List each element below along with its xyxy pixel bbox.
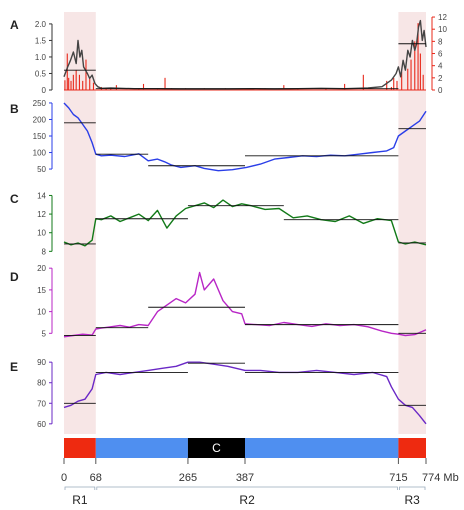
panel-e-y-tick-label: 80 <box>37 379 46 388</box>
chromosome-segment <box>398 438 426 458</box>
panel-b-y-tick-label: 150 <box>33 132 47 141</box>
panel-c-y-tick-label: 10 <box>37 229 46 238</box>
region-label-r1: R1 <box>72 493 88 507</box>
panel-c-y-tick-label: 8 <box>42 247 47 256</box>
panel-b-y-tick-label: 100 <box>33 149 47 158</box>
panel-a-series-line <box>63 19 427 90</box>
panel-d-series-line <box>63 271 427 338</box>
panel-d-y-tick-label: 5 <box>42 329 47 338</box>
region-bracket <box>64 486 96 490</box>
panel-a-y-tick-label: 2.0 <box>35 20 47 29</box>
panel-a-right-tick-label: 6 <box>438 50 443 59</box>
panel-c-series-line <box>63 199 427 247</box>
panel-a-y-tick-label: 0 <box>42 86 47 95</box>
x-tick-label: 774 Mb <box>422 472 459 484</box>
panel-b-y-tick-label: 200 <box>33 115 47 124</box>
panel-c-y-tick-label: 14 <box>37 191 46 200</box>
panel-d-y-tick-label: 20 <box>37 264 46 273</box>
panel-a-right-tick-label: 0 <box>438 86 443 95</box>
panel-a-y-tick-label: 1.0 <box>35 53 47 62</box>
panel-e-series-line <box>63 361 427 425</box>
panel-b-y-tick-label: 50 <box>37 165 46 174</box>
panel-a-right-tick-label: 10 <box>438 25 447 34</box>
chromosome-segment <box>64 438 96 458</box>
chromosome-segment <box>95 438 188 458</box>
region-bracket <box>399 486 426 490</box>
region-label-r2: R2 <box>239 493 255 507</box>
x-tick-label: 265 <box>179 472 197 484</box>
panel-e-y-tick-label: 70 <box>37 399 46 408</box>
panel-e-y-tick-label: 90 <box>37 358 46 367</box>
panel-a-right-tick-label: 8 <box>438 37 443 46</box>
panel-letter-b: B <box>10 102 19 116</box>
region-label-r3: R3 <box>405 493 421 507</box>
panel-c-y-tick-label: 12 <box>37 210 46 219</box>
x-tick-label: 387 <box>236 472 254 484</box>
chromosome-segment <box>187 438 245 458</box>
panel-letter-a: A <box>10 18 19 32</box>
centromere-label: C <box>212 441 221 455</box>
panel-b-series-line <box>63 102 427 172</box>
x-tick-label: 68 <box>90 472 102 484</box>
x-tick-label: 715 <box>389 472 407 484</box>
panel-letter-d: D <box>10 270 19 284</box>
panel-a-y-tick-label: 1.5 <box>35 36 47 45</box>
panel-e-y-tick-label: 60 <box>37 420 46 429</box>
panel-a-y-tick-label: 0.5 <box>35 69 47 78</box>
region-shade-r3 <box>398 12 426 434</box>
panel-a-right-tick-label: 2 <box>438 74 443 83</box>
panel-d-y-tick-label: 15 <box>37 286 46 295</box>
panel-a-right-tick-label: 4 <box>438 62 443 71</box>
panel-d-y-tick-label: 10 <box>37 308 46 317</box>
region-bracket <box>96 486 398 490</box>
panel-b-y-tick-label: 250 <box>33 99 47 108</box>
panel-a-right-tick-label: 12 <box>438 13 447 22</box>
x-tick-label: 0 <box>61 472 67 484</box>
chromosome-segment <box>245 438 399 458</box>
panel-letter-e: E <box>10 360 18 374</box>
panel-letter-c: C <box>10 192 19 206</box>
